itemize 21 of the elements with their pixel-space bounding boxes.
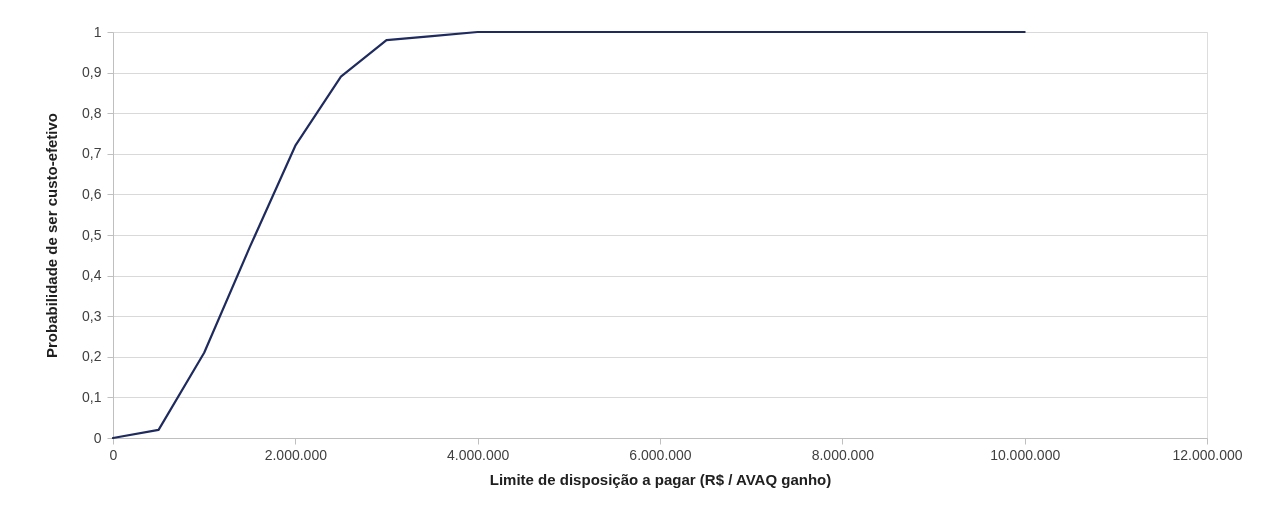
x-axis-title: Limite de disposição a pagar (R$ / AVAQ ganho): [489, 470, 832, 488]
line-series: [111, 30, 1026, 440]
y-tick-label: 0,3: [82, 307, 102, 324]
y-tick-label: 0,5: [82, 226, 102, 243]
y-tick-label: 1: [93, 23, 102, 40]
x-tick-label: 4.000.000: [447, 446, 510, 463]
y-tick-label: 0,6: [82, 185, 102, 202]
x-tick-label: 0: [109, 446, 118, 463]
y-tick-label: 0: [93, 429, 102, 446]
x-tick-label: 6.000.000: [629, 446, 692, 463]
x-tick-label: 12.000.000: [1172, 446, 1243, 463]
y-axis-title: Probabilidade de ser custo-efetivo: [43, 112, 61, 359]
x-tick-label: 8.000.000: [811, 446, 875, 463]
y-tick-label: 0,2: [82, 348, 102, 365]
y-tick-label: 0,7: [82, 145, 102, 162]
x-tick-label: 10.000.000: [990, 446, 1061, 463]
y-tick-label: 0,1: [82, 388, 102, 405]
y-tick-label: 0,4: [82, 267, 102, 284]
y-tick-label: 0,8: [82, 104, 102, 121]
x-tick-label: 2.000.000: [264, 446, 328, 463]
y-tick-label: 0,9: [82, 64, 102, 81]
